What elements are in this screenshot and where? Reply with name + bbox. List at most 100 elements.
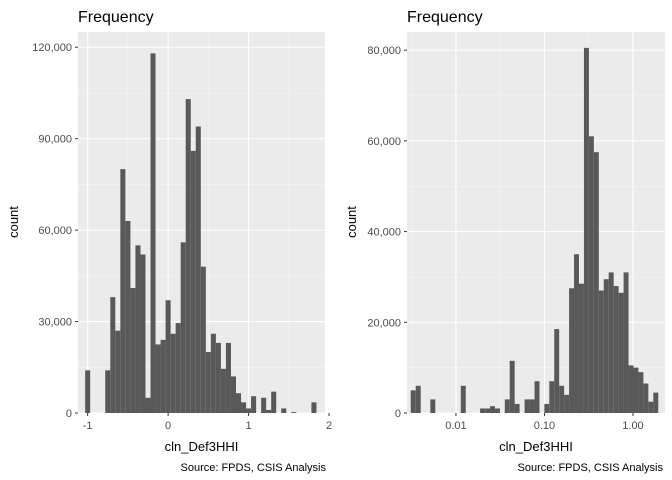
histogram-bar (190, 150, 196, 413)
left-panel-title: Frequency (78, 9, 154, 26)
histogram-bar (266, 409, 272, 413)
histogram-bar (549, 381, 555, 413)
x-tick-label: 0 (165, 420, 171, 432)
histogram-bar (529, 399, 535, 413)
histogram-bar (235, 393, 242, 413)
histogram-bar (504, 399, 510, 413)
y-tick-label: 80,000 (367, 45, 401, 57)
histogram-bar (241, 402, 247, 413)
histogram-bar (544, 403, 550, 413)
left-x-axis-title: cln_Def3HHI (165, 439, 239, 454)
histogram-bar (618, 292, 624, 413)
y-tick-label: 30,000 (38, 317, 72, 329)
right-x-axis-title: cln_Def3HHI (499, 439, 573, 454)
histogram-bar (105, 370, 111, 413)
y-tick-label: 20,000 (367, 317, 401, 329)
y-tick-label: 0 (395, 408, 401, 420)
histogram-bar (623, 272, 629, 413)
x-tick-label: 1.00 (622, 420, 643, 432)
right-y-axis: 0 20,000 40,000 60,000 80,000 (367, 45, 407, 420)
y-tick-label: 0 (66, 408, 72, 420)
histogram-bar (155, 344, 161, 413)
histogram-bar (281, 408, 287, 413)
x-tick-label: -1 (83, 420, 93, 432)
histogram-bar (603, 279, 609, 413)
histogram-bar (150, 53, 156, 413)
histogram-bar (588, 136, 594, 414)
x-tick-label: 1 (246, 420, 252, 432)
histogram-bar (628, 365, 634, 413)
histogram-bar (140, 254, 146, 413)
histogram-bar (246, 408, 252, 413)
histogram-bar (460, 385, 466, 413)
histogram-bar (180, 242, 186, 413)
histogram-bar (195, 126, 201, 413)
y-tick-label: 60,000 (367, 136, 401, 148)
y-tick-label: 120,000 (32, 42, 72, 54)
histogram-bar (130, 288, 136, 413)
right-panel-title: Frequency (407, 9, 483, 26)
histogram-bar (495, 408, 501, 413)
histogram-bar (559, 385, 565, 413)
right-y-axis-title: count (344, 206, 359, 238)
histogram-bar (598, 290, 604, 413)
histogram-bar (638, 372, 644, 413)
histogram-bar (583, 47, 589, 413)
histogram-bar (135, 245, 141, 413)
histogram-bar (220, 368, 226, 413)
histogram-bar (574, 254, 579, 413)
histogram-bar (115, 330, 121, 413)
histogram-bar (643, 383, 649, 413)
histogram-bar (125, 220, 131, 413)
histogram-bar (430, 399, 436, 413)
histogram-bar (170, 333, 176, 413)
y-tick-label: 90,000 (38, 134, 72, 146)
left-y-axis-title: count (6, 206, 21, 238)
histogram-bar (415, 385, 421, 413)
histogram-bar (564, 394, 570, 413)
histogram-bar (165, 300, 171, 413)
histogram-bar (608, 272, 614, 413)
histogram-bar (534, 381, 540, 413)
left-caption: Source: FPDS, CSIS Analysis (181, 462, 327, 474)
histogram-bar (271, 391, 277, 413)
left-y-axis: 0 30,000 60,000 90,000 120,000 (32, 42, 78, 420)
histogram-bar (485, 408, 491, 413)
right-histogram: Frequency 0 20,000 40,000 60,000 80,000 0.01… (344, 9, 665, 474)
y-tick-label: 60,000 (38, 225, 72, 237)
right-caption: Source: FPDS, CSIS Analysis (518, 462, 664, 474)
histogram-bar (185, 99, 191, 413)
right-x-axis: 0.01 0.10 1.00 (445, 413, 644, 432)
x-tick-label: 0.10 (534, 420, 555, 432)
histogram-bar (200, 266, 206, 413)
histogram-bar (311, 402, 317, 413)
histogram-bar (578, 283, 584, 413)
histogram-bar (524, 399, 530, 413)
histogram-bar (225, 342, 231, 413)
histogram-bar (490, 406, 496, 413)
histogram-bar (251, 396, 257, 413)
right-bars (410, 47, 659, 414)
histogram-bar (120, 169, 126, 413)
left-histogram: Frequency 0 30,000 60,000 90,000 120,000 -1 0… (6, 9, 332, 474)
histogram-bar (648, 401, 654, 413)
histogram-bar (205, 352, 211, 413)
histogram-bar (569, 288, 575, 413)
histogram-bar (613, 286, 619, 413)
histogram-bar (215, 342, 221, 413)
histogram-bar (175, 323, 181, 413)
histogram-bar (210, 333, 216, 413)
histogram-bar (480, 408, 486, 413)
histogram-bar (230, 376, 236, 413)
left-bars (85, 53, 317, 413)
histogram-bar (653, 392, 659, 413)
histogram-bar (514, 403, 520, 413)
histogram-bar (261, 397, 267, 413)
left-x-axis: -1 0 1 2 (83, 413, 332, 432)
y-tick-label: 40,000 (367, 227, 401, 239)
x-tick-label: 0.01 (445, 420, 466, 432)
histogram-bar (554, 329, 560, 413)
histogram-bar (145, 397, 151, 413)
histogram-bar (110, 297, 116, 413)
